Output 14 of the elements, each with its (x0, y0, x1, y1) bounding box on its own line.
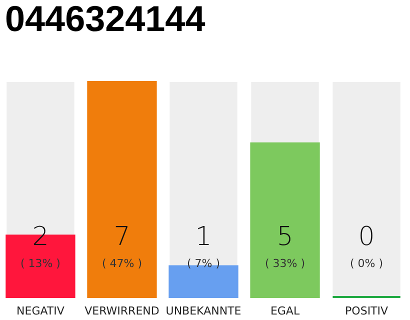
annotation: ( 0% ) (350, 257, 384, 270)
x-tick-label: POSITIV (345, 304, 389, 318)
data-label: 0 (358, 222, 375, 252)
x-tick-label: VERWIRREND (84, 304, 160, 318)
x-tick-label: NEGATIV (16, 304, 65, 318)
data-label: 7 (114, 222, 130, 252)
data-label: 5 (276, 222, 294, 252)
annotation: ( 47% ) (102, 257, 142, 270)
annotation: ( 13% ) (20, 257, 60, 270)
annotation: ( 33% ) (265, 257, 306, 270)
x-tick-label: UNBEKANNTE (166, 304, 242, 318)
chart-title: 0446324144 (5, 0, 206, 39)
data-label: 1 (195, 222, 212, 252)
x-tick-label: EGAL (270, 304, 300, 318)
